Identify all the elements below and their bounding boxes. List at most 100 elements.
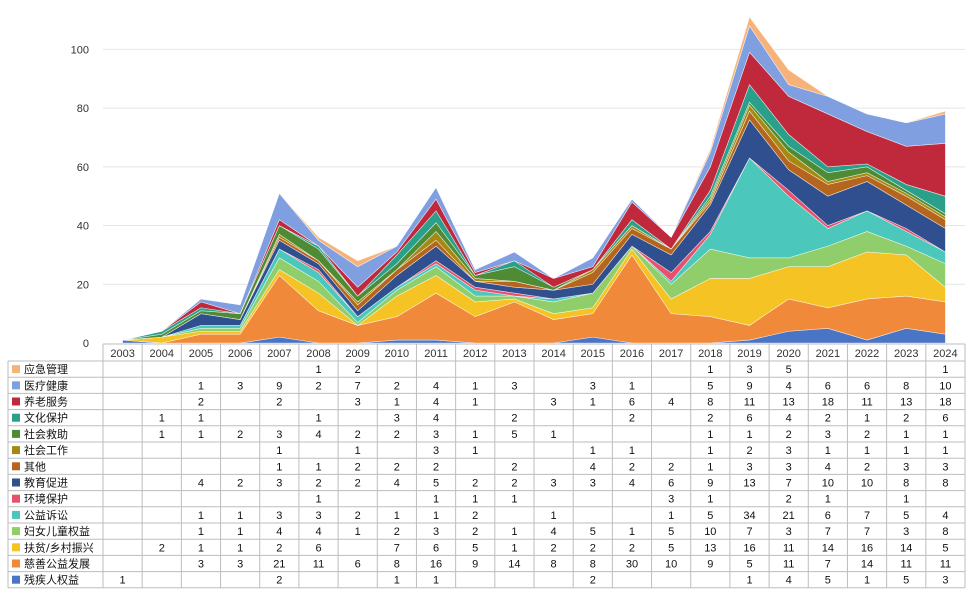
data-label: 1 (629, 526, 635, 538)
data-label: 3 (315, 510, 321, 522)
data-label: 5 (668, 542, 674, 554)
data-label: 7 (786, 478, 792, 490)
data-label: 4 (786, 575, 792, 587)
data-label: 3 (237, 559, 243, 571)
data-label: 4 (433, 413, 439, 425)
x-tick-label: 2011 (424, 348, 448, 360)
legend-swatch (12, 478, 20, 487)
data-label: 6 (825, 510, 831, 522)
data-label: 2 (276, 397, 282, 409)
data-label: 1 (668, 510, 674, 522)
data-label: 18 (822, 397, 834, 409)
data-label: 2 (355, 461, 361, 473)
legend-label: 文化保护 (24, 411, 68, 425)
legend-swatch (12, 543, 20, 552)
data-label: 2 (355, 429, 361, 441)
data-label: 1 (472, 494, 478, 506)
y-tick-label: 80 (77, 103, 89, 115)
y-tick-label: 60 (77, 162, 89, 174)
data-label: 2 (864, 429, 870, 441)
data-label: 4 (198, 478, 204, 490)
data-label: 3 (198, 559, 204, 571)
y-axis-ticks: 0 20 40 60 80 100 (71, 44, 89, 350)
data-label: 5 (903, 510, 909, 522)
data-label: 2 (433, 461, 439, 473)
data-label: 2 (394, 461, 400, 473)
data-label: 1 (198, 380, 204, 392)
legend-swatch (12, 510, 20, 519)
data-label: 4 (433, 380, 439, 392)
data-label: 4 (786, 413, 792, 425)
legend-swatch (12, 559, 20, 568)
data-label: 1 (707, 461, 713, 473)
data-label: 4 (394, 478, 400, 490)
data-label: 16 (430, 559, 442, 571)
data-label: 2 (903, 413, 909, 425)
data-label: 4 (942, 510, 948, 522)
data-label: 4 (276, 526, 282, 538)
data-label: 1 (629, 445, 635, 457)
data-label: 1 (746, 575, 752, 587)
data-label: 1 (315, 364, 321, 376)
x-tick-label: 2020 (776, 348, 800, 360)
legend-swatch (12, 446, 20, 455)
data-label: 1 (903, 494, 909, 506)
data-label: 1 (864, 413, 870, 425)
data-label: 1 (511, 526, 517, 538)
data-label: 6 (629, 397, 635, 409)
data-label: 4 (825, 461, 831, 473)
data-label: 1 (433, 494, 439, 506)
data-label: 10 (822, 478, 834, 490)
data-label: 3 (551, 397, 557, 409)
data-label: 8 (707, 397, 713, 409)
x-tick-label: 2012 (463, 348, 487, 360)
data-label: 3 (825, 429, 831, 441)
data-label: 6 (825, 380, 831, 392)
data-label: 3 (786, 526, 792, 538)
legend-label: 其他 (24, 460, 46, 473)
data-label: 4 (590, 461, 596, 473)
y-tick-label: 0 (83, 338, 89, 350)
data-label: 1 (903, 445, 909, 457)
data-label: 3 (746, 364, 752, 376)
data-label: 6 (355, 559, 361, 571)
x-tick-label: 2008 (306, 348, 330, 360)
legend-swatch (12, 462, 20, 471)
data-label: 10 (861, 478, 873, 490)
data-label: 8 (551, 559, 557, 571)
x-tick-label: 2013 (502, 348, 526, 360)
data-label: 5 (707, 510, 713, 522)
data-label: 7 (746, 526, 752, 538)
legend-swatch (12, 365, 20, 374)
x-tick-label: 2005 (189, 348, 213, 360)
data-label: 1 (315, 461, 321, 473)
data-label: 10 (704, 526, 716, 538)
data-label: 2 (629, 413, 635, 425)
data-label: 6 (746, 413, 752, 425)
data-label: 2 (864, 461, 870, 473)
data-label: 2 (394, 526, 400, 538)
data-label: 1 (511, 494, 517, 506)
legend-label: 社会工作 (24, 443, 68, 457)
data-label: 1 (237, 542, 243, 554)
data-label: 1 (590, 445, 596, 457)
legend-swatch (12, 381, 20, 390)
data-label: 3 (903, 461, 909, 473)
data-label: 7 (864, 526, 870, 538)
data-label: 2 (472, 526, 478, 538)
data-label: 1 (472, 445, 478, 457)
data-label: 1 (472, 429, 478, 441)
data-label: 9 (276, 380, 282, 392)
data-label: 14 (822, 542, 834, 554)
data-label: 2 (746, 445, 752, 457)
data-label: 1 (394, 397, 400, 409)
x-tick-label: 2015 (581, 348, 605, 360)
data-label: 1 (942, 429, 948, 441)
data-label: 11 (744, 397, 755, 409)
data-label: 6 (668, 478, 674, 490)
data-label: 1 (276, 445, 282, 457)
data-label: 3 (786, 461, 792, 473)
data-label: 8 (903, 380, 909, 392)
data-label: 11 (861, 397, 872, 409)
